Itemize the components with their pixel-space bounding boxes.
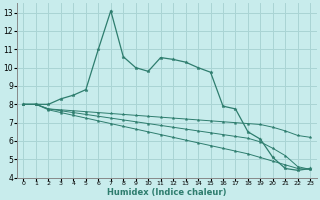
X-axis label: Humidex (Indice chaleur): Humidex (Indice chaleur) [107, 188, 227, 197]
